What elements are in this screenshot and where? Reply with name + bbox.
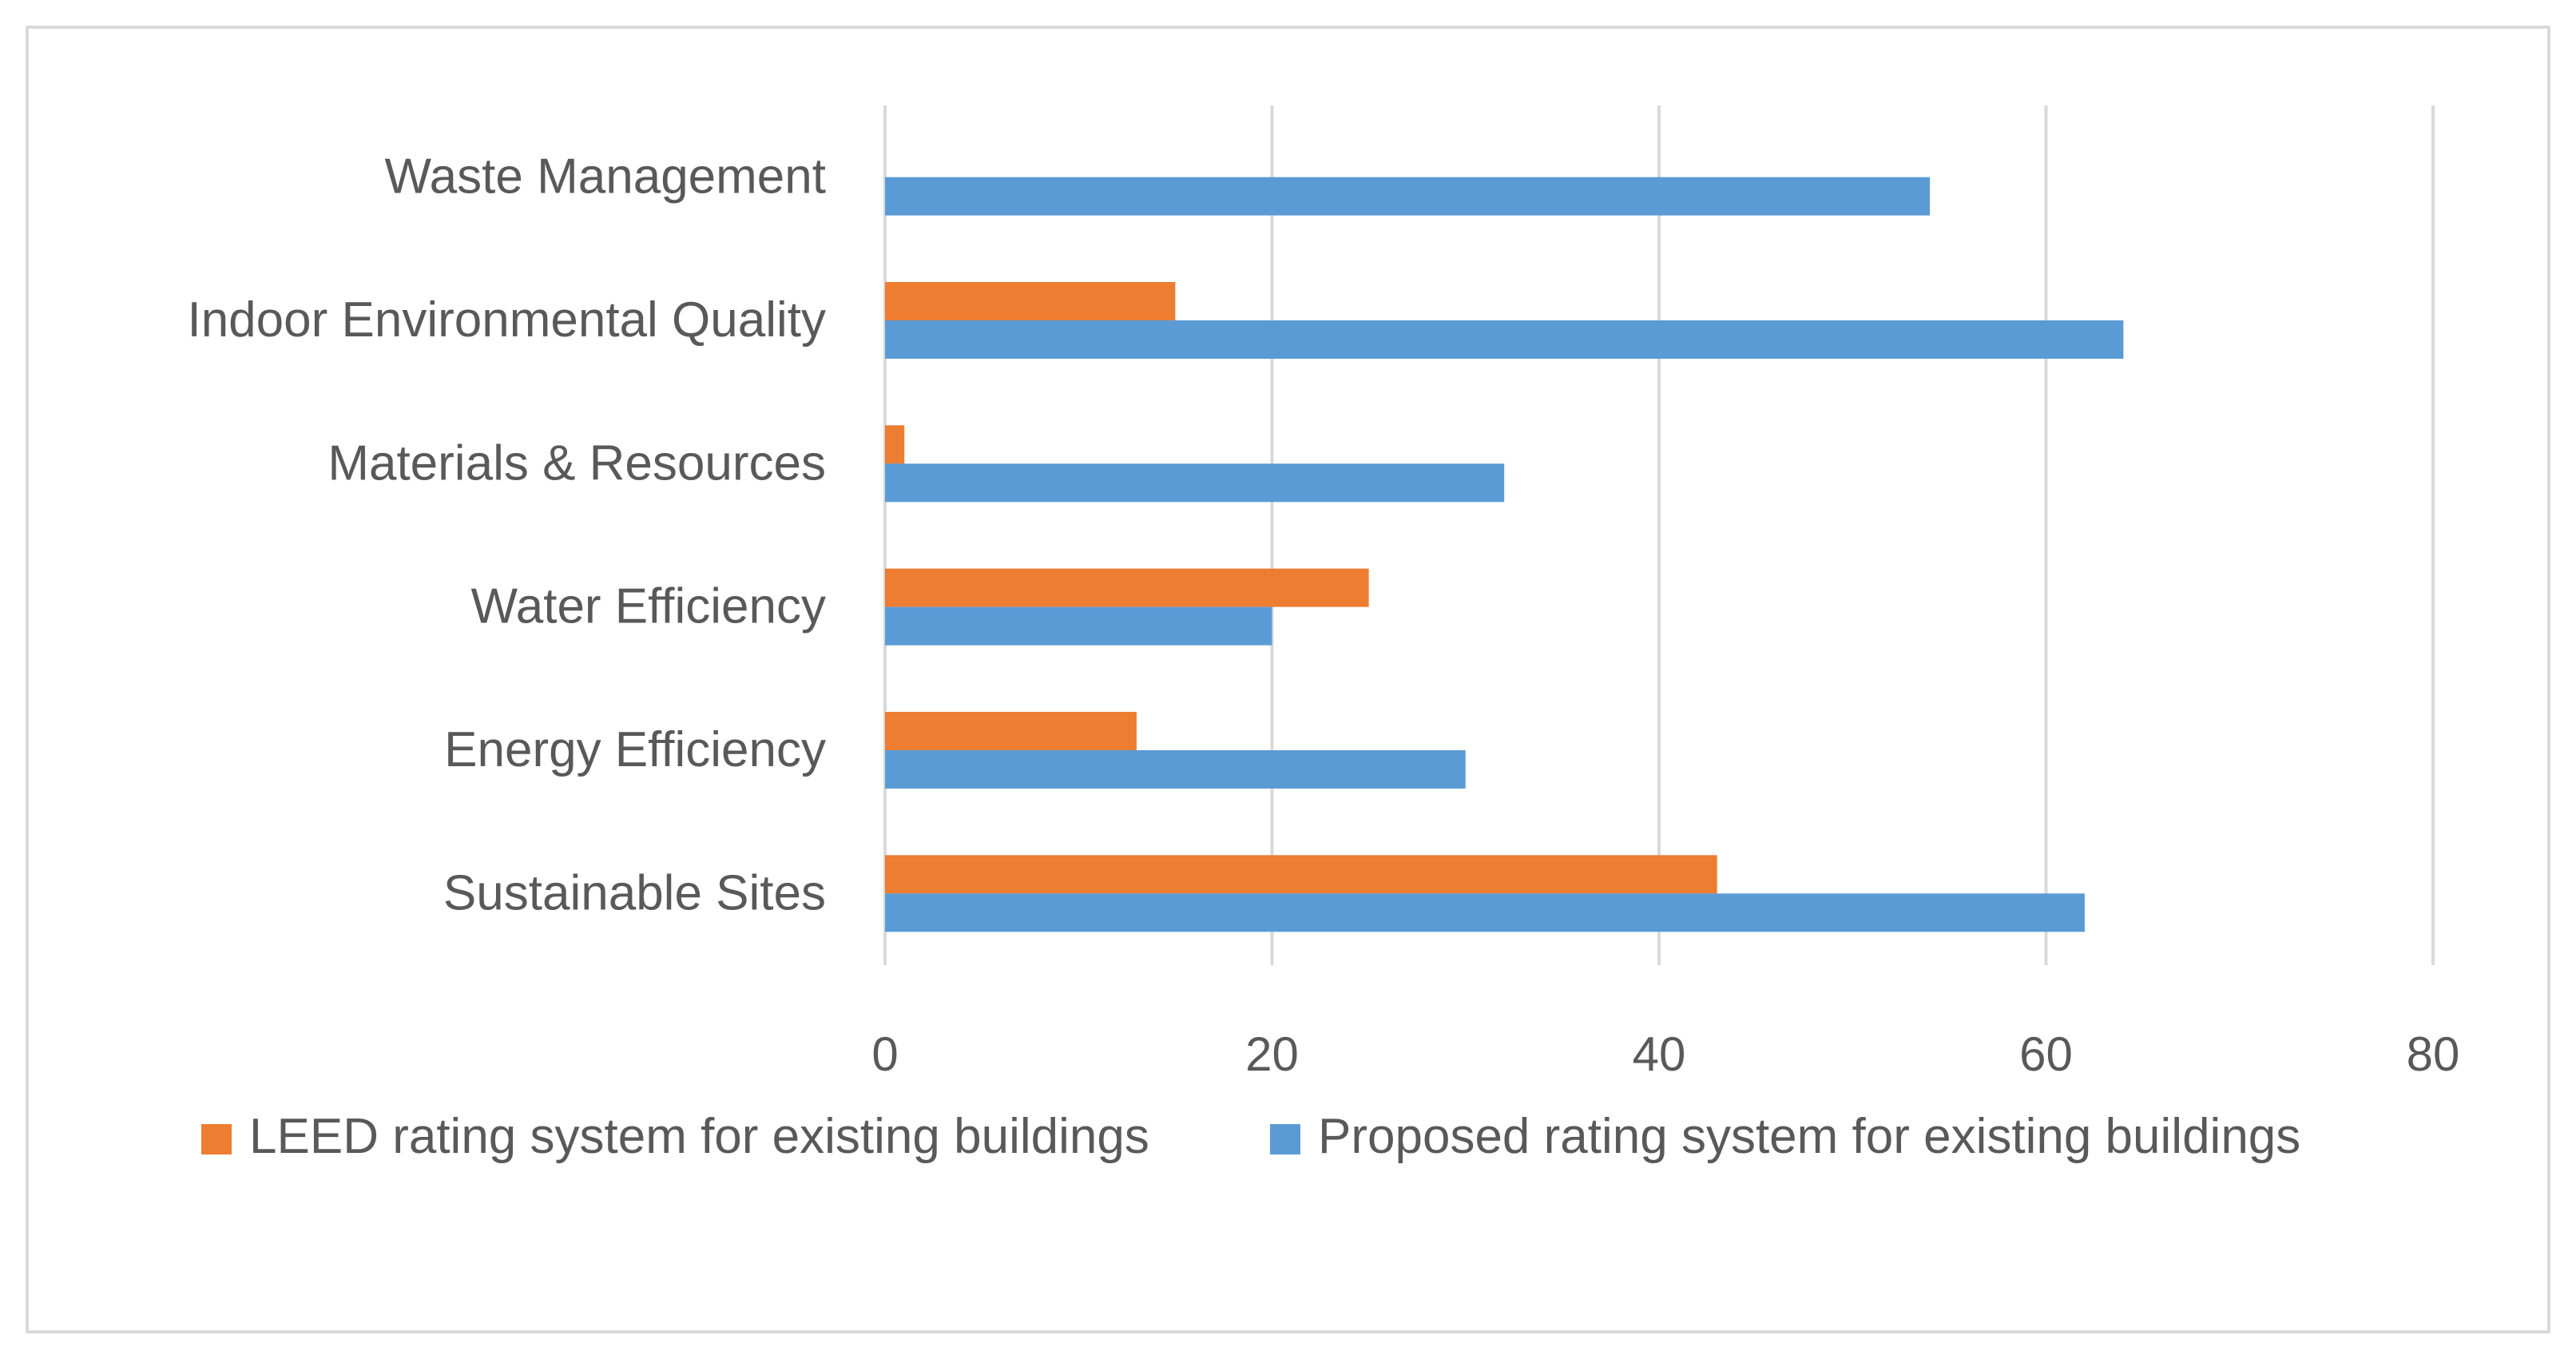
x-tick-label: 20	[1245, 1027, 1299, 1081]
bar-leed-materials-resources	[885, 425, 905, 464]
category-labels: Waste Management Indoor Environmental Qua…	[187, 149, 826, 921]
category-label: Water Efficiency	[471, 579, 826, 634]
x-tick-labels: 0 20 40 60 80	[871, 1027, 2459, 1081]
bar-proposed-energy-efficiency	[885, 750, 1466, 789]
legend-label-proposed: Proposed rating system for existing buil…	[1318, 1109, 2300, 1164]
category-label: Materials & Resources	[327, 435, 826, 491]
legend-label-leed: LEED rating system for existing building…	[249, 1109, 1149, 1164]
bar-proposed-sustainable-sites	[885, 893, 2085, 932]
category-label: Sustainable Sites	[443, 865, 826, 920]
legend-swatch-proposed	[1270, 1124, 1300, 1154]
bar-proposed-waste-management	[885, 177, 1931, 216]
legend-swatch-leed	[201, 1124, 232, 1154]
chart-border	[26, 26, 2550, 1333]
gridlines	[883, 105, 2435, 965]
bar-proposed-water-efficiency	[885, 606, 1272, 646]
x-tick-label: 40	[1633, 1027, 1686, 1081]
category-label: Indoor Environmental Quality	[187, 292, 826, 348]
category-label: Energy Efficiency	[444, 722, 826, 777]
bar-proposed-materials-resources	[885, 463, 1505, 503]
bar-proposed-indoor-environmental-quality	[885, 320, 2124, 359]
x-tick-label: 0	[871, 1027, 898, 1081]
category-label: Waste Management	[384, 149, 826, 205]
bars	[885, 177, 2124, 932]
bar-leed-indoor-environmental-quality	[885, 282, 1176, 320]
x-tick-label: 80	[2407, 1027, 2460, 1081]
legend: LEED rating system for existing building…	[201, 1109, 2300, 1164]
bar-leed-energy-efficiency	[885, 712, 1137, 750]
x-tick-label: 60	[2019, 1027, 2073, 1081]
bar-leed-water-efficiency	[885, 568, 1369, 607]
bar-leed-sustainable-sites	[885, 855, 1717, 894]
